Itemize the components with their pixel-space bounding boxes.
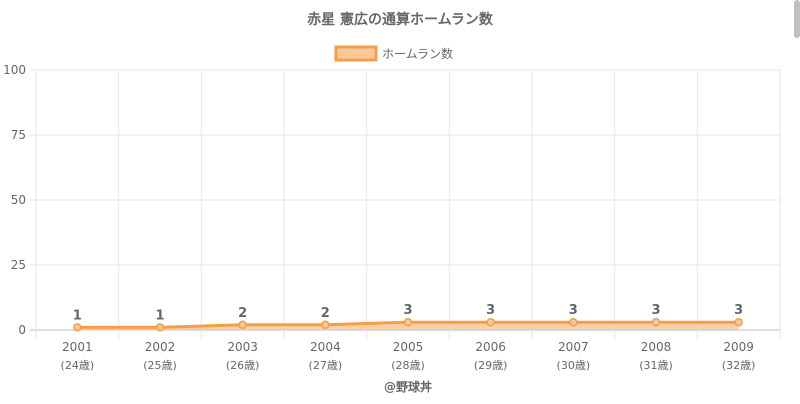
y-tick-label: 50 bbox=[11, 193, 26, 207]
x-tick-age-label: (27歳) bbox=[309, 359, 343, 372]
legend-label: ホームラン数 bbox=[382, 46, 453, 61]
x-tick-label: 2002 bbox=[145, 340, 176, 354]
x-tick-age-label: (28歳) bbox=[391, 359, 425, 372]
data-point bbox=[734, 317, 743, 327]
data-point bbox=[238, 320, 247, 330]
x-tick-label: 2006 bbox=[475, 340, 506, 354]
x-tick-age-label: (31歳) bbox=[639, 359, 673, 372]
data-labels: 1 1 2 2 3 3 3 3 3 bbox=[73, 303, 743, 323]
data-label: 3 bbox=[651, 303, 660, 318]
data-label: 3 bbox=[569, 303, 578, 318]
x-tick-label: 2007 bbox=[558, 340, 589, 354]
x-tick-age-label: (30歳) bbox=[557, 359, 591, 372]
x-tick-label: 2005 bbox=[393, 340, 424, 354]
x-tick-age-label: (24歳) bbox=[61, 359, 95, 372]
data-label: 2 bbox=[321, 306, 330, 321]
x-tick-age-label: (29歳) bbox=[474, 359, 508, 372]
data-point bbox=[403, 317, 413, 327]
x-tick-age-label: (25歳) bbox=[143, 359, 177, 372]
data-label: 3 bbox=[734, 303, 743, 318]
data-point bbox=[651, 317, 661, 327]
y-tick-label: 0 bbox=[18, 323, 26, 337]
legend-swatch bbox=[334, 45, 378, 62]
grid bbox=[30, 69, 781, 340]
data-point bbox=[73, 323, 82, 332]
data-point bbox=[486, 317, 495, 327]
legend[interactable]: ホームラン数 bbox=[334, 45, 453, 62]
data-point bbox=[321, 320, 330, 330]
data-label: 3 bbox=[403, 303, 412, 318]
x-tick-label: 2003 bbox=[227, 340, 258, 354]
y-tick-label: 75 bbox=[11, 128, 26, 142]
chart-title: 赤星 憲広の通算ホームラン数 bbox=[307, 11, 494, 28]
x-tick-label: 2009 bbox=[723, 340, 754, 354]
y-tick-label: 25 bbox=[11, 258, 26, 272]
series-homeruns bbox=[73, 317, 743, 332]
scrollbar[interactable] bbox=[794, 0, 800, 38]
footer-credit: @野球丼 bbox=[384, 379, 432, 394]
x-axis: 2001 (24歳) 2002 (25歳) 2003 (26歳) 2004 (27歳) 2005… bbox=[61, 340, 756, 372]
x-tick-label: 2008 bbox=[641, 340, 672, 354]
data-point bbox=[569, 317, 578, 327]
y-axis: 0 25 50 75 100 bbox=[3, 63, 26, 337]
x-tick-age-label: (26歳) bbox=[226, 359, 260, 372]
data-label: 1 bbox=[155, 308, 164, 323]
x-tick-label: 2001 bbox=[62, 340, 93, 354]
data-label: 1 bbox=[73, 308, 82, 323]
x-tick-age-label: (32歳) bbox=[722, 359, 756, 372]
data-point bbox=[155, 323, 165, 332]
x-tick-label: 2004 bbox=[310, 340, 341, 354]
data-label: 3 bbox=[486, 303, 495, 318]
y-tick-label: 100 bbox=[3, 63, 26, 77]
data-label: 2 bbox=[238, 306, 247, 321]
